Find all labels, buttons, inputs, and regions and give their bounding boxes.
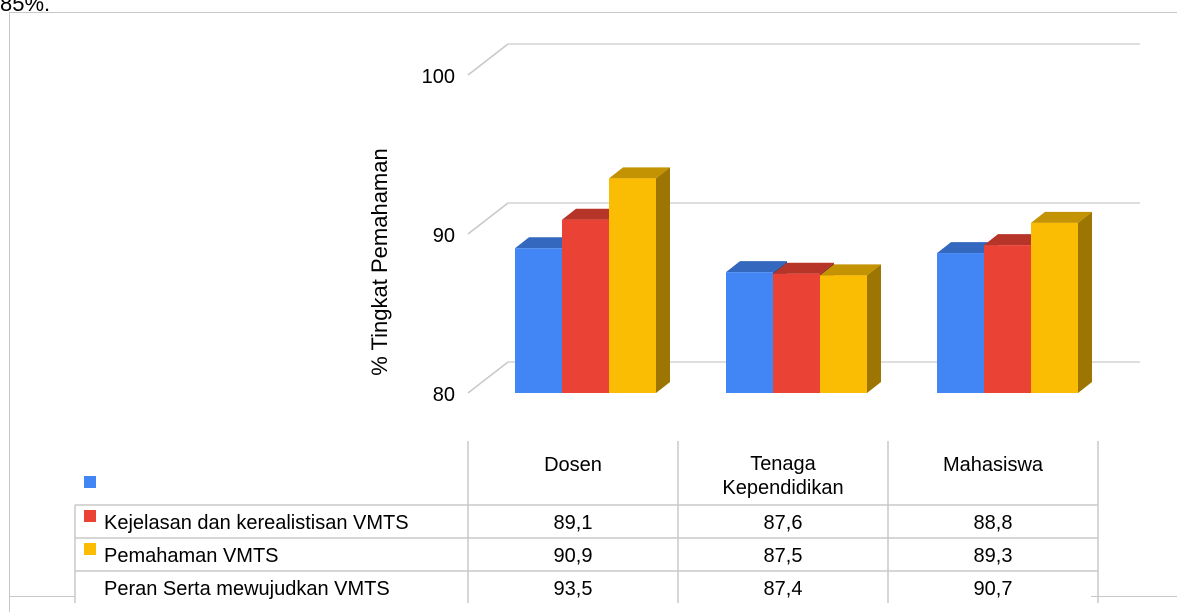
bar-top xyxy=(1031,211,1092,223)
frame-bottom-border-right xyxy=(1091,596,1177,597)
bar-front xyxy=(820,275,867,393)
bar-top xyxy=(726,261,787,273)
gridline-diagonal xyxy=(467,361,509,394)
bar-top xyxy=(984,234,1045,246)
bar-1-2 xyxy=(820,264,881,393)
table-value: 90,9 xyxy=(554,545,593,567)
bar-top xyxy=(773,262,834,274)
bar-front xyxy=(726,272,773,393)
bar-top xyxy=(562,208,623,220)
legend-key xyxy=(84,543,96,555)
y-tick-label: 80 xyxy=(433,384,455,406)
legend-key xyxy=(84,476,96,488)
bar-front xyxy=(562,219,609,393)
table-value: 87,6 xyxy=(764,512,803,534)
table-header-category: Kependidikan xyxy=(722,477,843,499)
bar-top xyxy=(937,242,998,254)
y-axis-ticks: 80 90 100 xyxy=(422,66,455,406)
table-header-category: Tenaga xyxy=(750,453,816,475)
bar-side xyxy=(656,167,670,393)
gridline-diagonal xyxy=(467,43,509,76)
bar-top xyxy=(515,237,576,249)
chart-frame xyxy=(9,12,1177,612)
table-value: 90,7 xyxy=(974,578,1013,600)
table-value: 93,5 xyxy=(554,578,593,600)
table-header-category: Dosen xyxy=(544,454,602,476)
gridline-diagonal xyxy=(467,202,509,235)
bar-side xyxy=(867,264,881,393)
bar-front xyxy=(773,273,820,393)
legend-key xyxy=(84,510,96,522)
frame-bottom-border xyxy=(9,596,75,597)
table-series-name: Kejelasan dan kerealistisan VMTS xyxy=(104,512,409,534)
bar-top xyxy=(820,264,881,276)
y-axis-label: % Tingkat Pemahaman xyxy=(367,148,392,375)
bar-front xyxy=(515,248,562,393)
table-series-name: Pemahaman VMTS xyxy=(104,545,279,567)
bar-2-2 xyxy=(1031,211,1092,393)
bar-front xyxy=(609,178,656,393)
table-header-category: Mahasiswa xyxy=(943,454,1044,476)
bar-side xyxy=(1078,211,1092,393)
table-value: 87,4 xyxy=(764,578,803,600)
table-series-name: Peran Serta mewujudkan VMTS xyxy=(104,578,390,600)
bar-0-2 xyxy=(609,167,670,393)
bar-top xyxy=(609,167,670,179)
bar-front xyxy=(1031,222,1078,393)
bar-front xyxy=(984,245,1031,393)
bars xyxy=(515,167,1092,393)
bar-front xyxy=(937,253,984,393)
table-value: 88,8 xyxy=(974,512,1013,534)
table-value: 89,1 xyxy=(554,512,593,534)
y-tick-label: 90 xyxy=(433,225,455,247)
table-value: 87,5 xyxy=(764,545,803,567)
y-tick-label: 100 xyxy=(422,66,455,88)
table-value: 89,3 xyxy=(974,545,1013,567)
